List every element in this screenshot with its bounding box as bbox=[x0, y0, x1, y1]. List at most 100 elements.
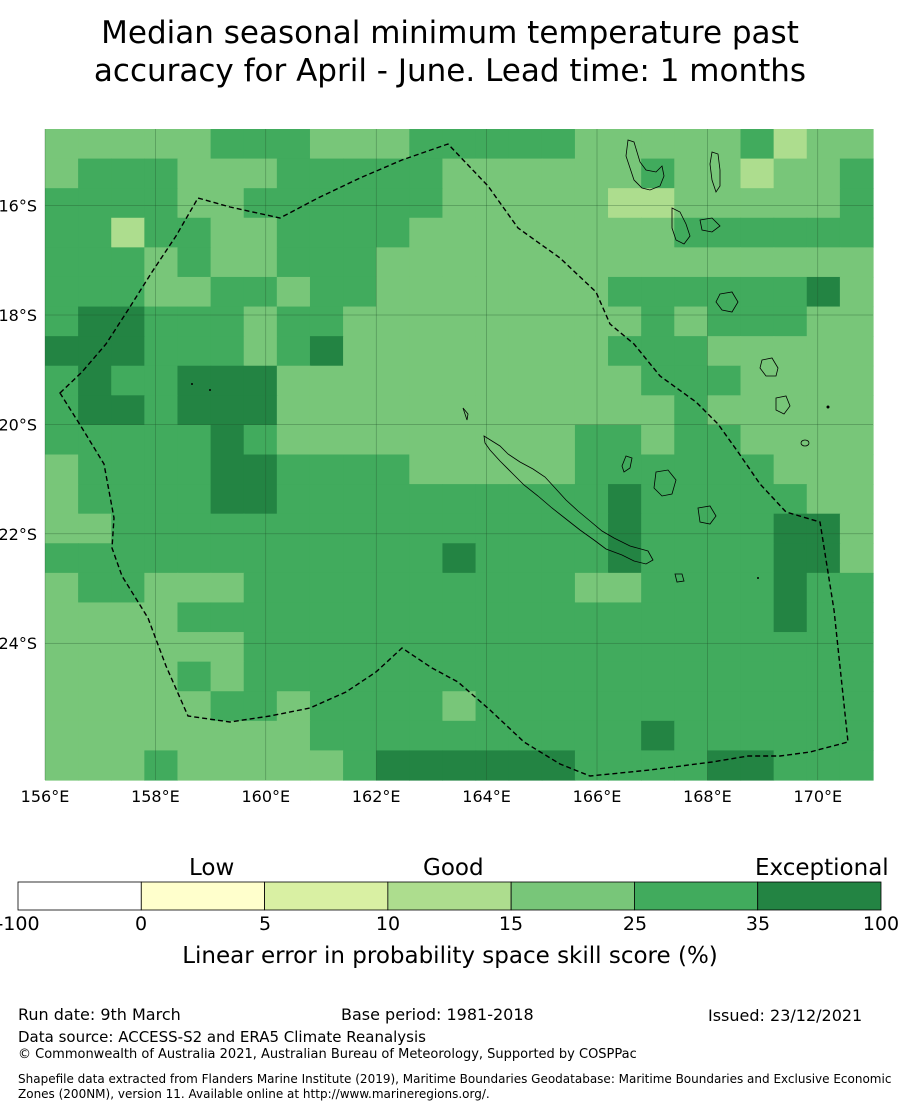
skill-cell bbox=[839, 365, 874, 396]
skill-cell bbox=[541, 188, 576, 219]
skill-cell bbox=[641, 720, 675, 752]
skill-cell bbox=[740, 691, 775, 722]
skill-cell bbox=[740, 188, 775, 219]
skill-cell bbox=[541, 661, 576, 692]
skill-cell bbox=[641, 454, 675, 485]
skill-cell bbox=[343, 750, 377, 781]
skill-cell bbox=[177, 336, 212, 367]
colorbar-tick: 35 bbox=[745, 913, 771, 935]
skill-cell bbox=[442, 306, 477, 337]
skill-cell bbox=[541, 454, 576, 485]
skill-cell bbox=[508, 484, 543, 515]
skill-cell bbox=[111, 336, 145, 367]
data-source: Data source: ACCESS-S2 and ERA5 Climate … bbox=[18, 1028, 426, 1046]
skill-cell bbox=[78, 720, 112, 752]
skill-cell bbox=[376, 129, 410, 160]
skill-cell bbox=[177, 365, 212, 396]
skill-cell bbox=[309, 424, 344, 456]
skill-cell bbox=[409, 750, 444, 781]
skill-cell bbox=[508, 276, 543, 308]
skill-cell bbox=[773, 424, 808, 456]
skill-cell bbox=[806, 395, 841, 426]
skill-cell bbox=[409, 306, 444, 337]
longitude-tick-label: 160°E bbox=[241, 787, 290, 806]
skill-cell bbox=[144, 602, 179, 633]
skill-cell bbox=[144, 306, 179, 337]
skill-cell bbox=[243, 158, 278, 189]
skill-cell bbox=[376, 454, 410, 485]
skill-cell bbox=[276, 336, 311, 367]
skill-cell bbox=[707, 572, 742, 604]
skill-cell bbox=[442, 188, 477, 219]
skill-cell bbox=[442, 691, 477, 722]
skill-cell bbox=[641, 424, 675, 456]
skill-cell bbox=[541, 513, 576, 544]
skill-cell bbox=[177, 484, 212, 515]
skill-cell bbox=[442, 543, 477, 574]
aneityum-islet bbox=[826, 405, 830, 409]
skill-cell bbox=[541, 691, 576, 722]
skill-cell bbox=[475, 129, 510, 160]
skill-cell bbox=[641, 513, 675, 544]
skill-cell bbox=[210, 454, 245, 485]
skill-cell bbox=[210, 365, 245, 396]
skill-cell bbox=[773, 188, 808, 219]
skill-cell bbox=[243, 602, 278, 633]
skill-cell bbox=[177, 661, 212, 692]
skill-cell bbox=[111, 395, 145, 426]
skill-cell bbox=[608, 602, 642, 633]
skill-cell bbox=[475, 661, 510, 692]
skill-cell bbox=[475, 454, 510, 485]
skill-cell bbox=[376, 632, 410, 663]
skill-cell bbox=[376, 602, 410, 633]
skill-cell bbox=[773, 306, 808, 337]
skill-cell bbox=[111, 572, 145, 604]
skill-cell bbox=[608, 484, 642, 515]
skill-cell bbox=[839, 720, 874, 752]
skill-cell bbox=[839, 691, 874, 722]
tiny-islet-3 bbox=[757, 577, 759, 579]
skill-cell bbox=[740, 306, 775, 337]
skill-cell bbox=[508, 188, 543, 219]
skill-cell bbox=[210, 750, 245, 781]
skill-cell bbox=[475, 247, 510, 278]
skill-cell bbox=[641, 129, 675, 160]
skill-cell bbox=[144, 632, 179, 663]
skill-cell bbox=[641, 158, 675, 189]
skill-cell bbox=[541, 158, 576, 189]
skill-cell bbox=[773, 691, 808, 722]
skill-cell bbox=[839, 424, 874, 456]
skill-cell bbox=[243, 750, 278, 781]
skill-cell bbox=[276, 306, 311, 337]
skill-cell bbox=[541, 572, 576, 604]
latitude-tick-label: 16°S bbox=[0, 197, 37, 216]
skill-cell bbox=[475, 484, 510, 515]
run-date: Run date: 9th March bbox=[18, 1005, 181, 1024]
skill-cell bbox=[442, 217, 477, 248]
skill-cell bbox=[674, 158, 708, 189]
skill-cell bbox=[376, 484, 410, 515]
skill-cell bbox=[376, 513, 410, 544]
skill-cell bbox=[574, 661, 609, 692]
longitude-tick-label: 168°E bbox=[683, 787, 732, 806]
skill-cell bbox=[707, 454, 742, 485]
skill-cell bbox=[177, 750, 212, 781]
skill-cell bbox=[243, 247, 278, 278]
skill-cell bbox=[144, 217, 179, 248]
skill-cell bbox=[740, 602, 775, 633]
longitude-tick-label: 170°E bbox=[793, 787, 842, 806]
skill-cell bbox=[45, 217, 79, 248]
skill-cell bbox=[541, 306, 576, 337]
skill-cell bbox=[707, 424, 742, 456]
skill-cell bbox=[641, 661, 675, 692]
skill-cell bbox=[343, 691, 377, 722]
skill-cell bbox=[78, 484, 112, 515]
skill-cell bbox=[243, 276, 278, 308]
skill-cell bbox=[177, 454, 212, 485]
skill-cell bbox=[309, 720, 344, 752]
skill-cell bbox=[111, 424, 145, 456]
skill-cell bbox=[442, 632, 477, 663]
skill-cell bbox=[210, 247, 245, 278]
skill-cell bbox=[839, 602, 874, 633]
colorbar-bin bbox=[387, 881, 512, 911]
